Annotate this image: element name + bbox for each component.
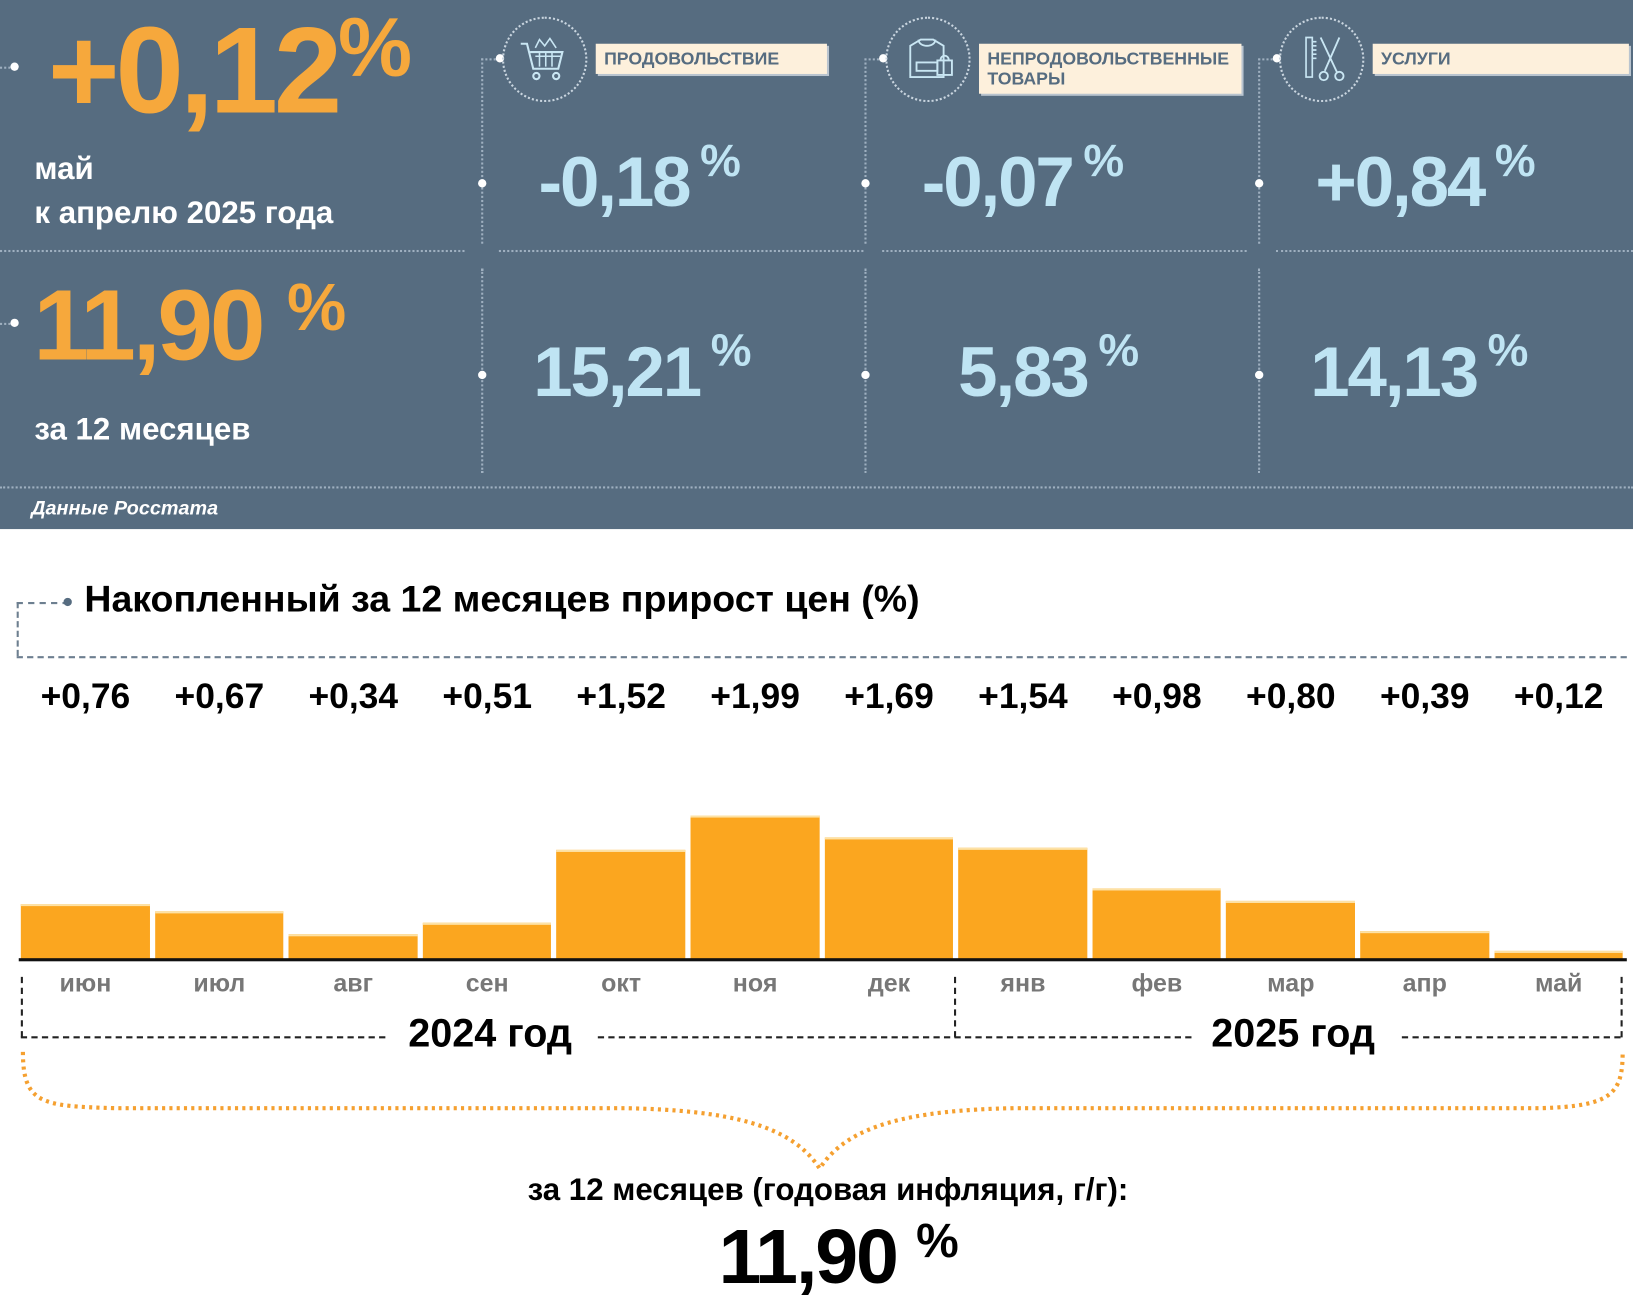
bar-май	[1494, 950, 1623, 960]
bullet-dot	[478, 179, 487, 188]
bullet-dot	[10, 62, 19, 71]
value-label: +1,69	[844, 676, 934, 717]
connector	[1258, 58, 1273, 61]
row-divider	[498, 249, 864, 253]
bar-июл	[154, 910, 284, 960]
bar-окт	[556, 849, 686, 960]
source-note: Данные Росстата	[31, 497, 219, 520]
month-label: фев	[1131, 969, 1183, 998]
bullet-dot	[1272, 54, 1282, 63]
month-label: июн	[59, 969, 112, 998]
year-label-2024: 2024 год	[408, 1012, 573, 1057]
month-label: май	[1534, 969, 1583, 998]
annual-total-value: 11,90 %	[718, 1213, 959, 1300]
bar-янв	[958, 847, 1088, 960]
column-divider	[864, 58, 867, 244]
year-label-2025: 2025 год	[1211, 1012, 1376, 1057]
month-label: окт	[601, 969, 642, 998]
column-divider	[1258, 58, 1261, 244]
value-label: +0,67	[174, 676, 265, 717]
value-label: +1,99	[710, 676, 800, 717]
bar-мар	[1226, 901, 1355, 960]
month-label: мар	[1267, 969, 1315, 998]
connector	[864, 58, 880, 61]
bar-сен	[422, 922, 552, 960]
bullet-dot	[478, 370, 487, 380]
clothing-bag-icon	[885, 16, 971, 103]
value-label: +0,39	[1379, 676, 1470, 717]
bullet-dot	[879, 54, 888, 63]
month-label: авг	[333, 969, 374, 998]
x-axis	[18, 958, 1627, 962]
bullet-dot	[861, 179, 870, 188]
category-label: УСЛУГИ	[1372, 43, 1629, 74]
value-label: +1,52	[576, 676, 666, 717]
value-label: +0,12	[1513, 676, 1604, 717]
bar-апр	[1360, 931, 1489, 960]
category-monthly-value: -0,18 %	[538, 135, 740, 222]
value-label: +0,98	[1112, 676, 1202, 717]
comb-scissors-icon	[1278, 16, 1365, 103]
bullet-dot	[495, 54, 505, 63]
category-label: ПРОДОВОЛЬСТВИЕ	[595, 43, 827, 74]
row-divider	[1275, 249, 1633, 253]
value-label: +0,34	[308, 676, 399, 717]
monthly-inflation-value: +0,12%	[47, 1, 412, 140]
category-annual-value: 14,13 %	[1310, 324, 1528, 412]
monthly-label-month: май	[34, 152, 94, 187]
month-label: сен	[465, 969, 509, 998]
monthly-label-period: к апрелю 2025 года	[34, 195, 334, 231]
shopping-cart-icon	[502, 16, 588, 103]
bar-ноя	[690, 815, 820, 960]
month-label: ноя	[732, 969, 778, 998]
category-label: НЕПРОДОВОЛЬСТВЕННЫЕ ТОВАРЫ	[979, 43, 1242, 94]
value-label: +0,80	[1246, 676, 1336, 717]
month-label: июл	[193, 969, 246, 998]
row-divider	[882, 249, 1247, 253]
annual-inflation-value: 11,90 %	[33, 269, 346, 382]
bullet-dot	[1255, 179, 1264, 188]
category-monthly-value: +0,84 %	[1315, 135, 1535, 222]
annual-label: за 12 месяцев	[34, 412, 251, 447]
value-label: +0,76	[40, 676, 131, 717]
value-label: +1,54	[978, 676, 1068, 717]
bar-дек	[824, 837, 954, 960]
month-label: янв	[1000, 969, 1046, 998]
category-annual-value: 15,21 %	[533, 324, 751, 412]
bullet-dot	[861, 370, 870, 380]
category-annual-value: 5,83 %	[958, 324, 1139, 412]
bar-авг	[288, 934, 418, 960]
bullet-dot	[1255, 370, 1264, 380]
month-label: апр	[1402, 969, 1447, 998]
month-label: дек	[867, 969, 911, 998]
bullet-dot	[10, 318, 19, 328]
category-monthly-value: -0,07 %	[921, 135, 1124, 222]
connector	[481, 58, 496, 61]
chart-title: Накопленный за 12 месяцев прирост цен (%…	[84, 576, 920, 620]
summary-panel: +0,12% май к апрелю 2025 года 11,90 % за…	[0, 0, 1633, 530]
bar-июн	[20, 904, 150, 960]
value-label: +0,51	[442, 676, 533, 717]
curly-brace	[20, 1051, 1625, 1173]
column-divider	[481, 58, 484, 244]
annual-caption: за 12 месяцев (годовая инфляция, г/г):	[527, 1172, 1129, 1208]
bar-фев	[1092, 888, 1222, 960]
